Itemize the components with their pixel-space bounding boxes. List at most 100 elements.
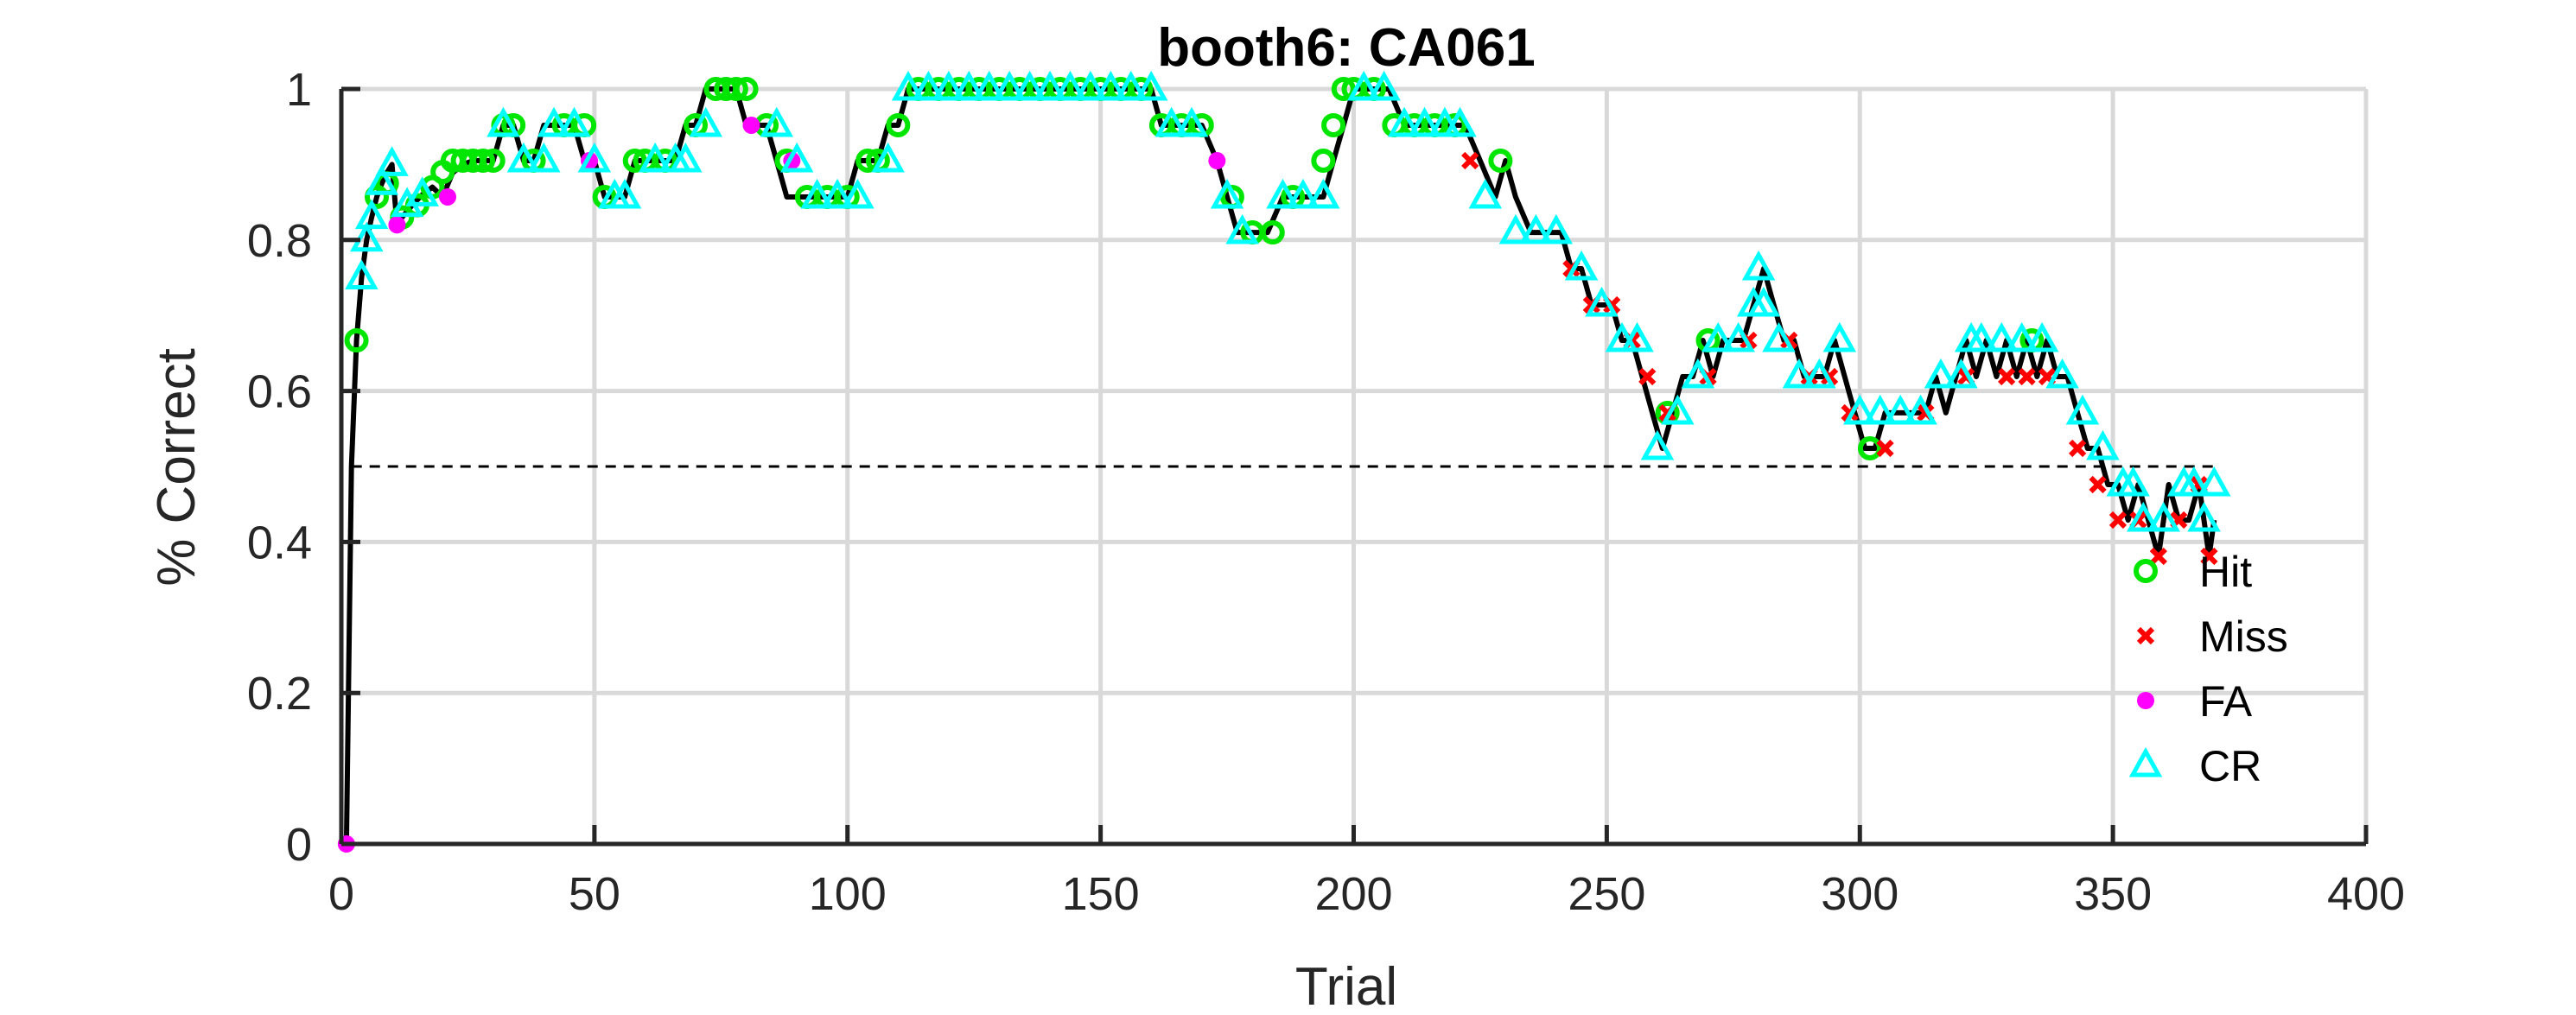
cr-marker xyxy=(952,70,986,101)
cr-marker xyxy=(2065,394,2100,425)
hit-marker xyxy=(1260,220,1285,245)
cr-marker xyxy=(1367,70,1401,101)
cr-marker xyxy=(1053,70,1087,101)
hit-marker xyxy=(480,149,506,174)
fa-marker xyxy=(388,216,406,234)
miss-marker xyxy=(2200,547,2218,566)
cr-marker xyxy=(345,259,378,289)
fa-marker xyxy=(1208,152,1226,170)
cr-marker xyxy=(1073,70,1108,101)
hit-marker xyxy=(855,149,881,174)
cr-marker xyxy=(1944,358,1978,389)
cr-marker xyxy=(871,142,905,173)
x-tick-label: 350 xyxy=(2074,868,2152,920)
legend-item-hit: Hit xyxy=(2134,548,2252,596)
tick-labels: 0 50 100 150 200 250 300 350 400 0 0.2 0.4 0.6 0.8 1 xyxy=(247,64,2405,920)
legend-marker-cr xyxy=(2128,746,2163,777)
hit-marker xyxy=(344,328,369,353)
cr-marker xyxy=(689,106,722,137)
miss-stroke xyxy=(1997,367,2016,386)
legend-item-miss: Miss xyxy=(2136,612,2288,661)
miss-stroke xyxy=(1638,367,1657,386)
cr-marker xyxy=(527,142,561,173)
cr-marker xyxy=(2127,501,2160,532)
cr-marker xyxy=(1539,213,1574,244)
cr-marker xyxy=(1210,178,1244,209)
cr-marker xyxy=(354,199,389,230)
cr-marker xyxy=(2198,466,2231,497)
cr-marker xyxy=(800,178,834,209)
cr-marker xyxy=(1094,70,1128,101)
cr-marker xyxy=(1681,358,1715,389)
legend-label-fa: FA xyxy=(2199,677,2253,726)
cr-marker xyxy=(1387,106,1422,137)
miss-marker xyxy=(2149,547,2167,566)
cr-marker xyxy=(1843,394,1877,425)
cr-marker xyxy=(2187,501,2221,532)
y-tick-label: 0.4 xyxy=(247,517,312,568)
hit-marker xyxy=(1331,77,1356,101)
miss-marker xyxy=(2018,367,2036,386)
cr-marker xyxy=(932,70,966,101)
cr-marker xyxy=(1640,429,1675,460)
cr-marker xyxy=(1225,213,1259,244)
series-cr xyxy=(345,70,2231,532)
cr-marker xyxy=(1266,178,1300,209)
miss-stroke xyxy=(2109,511,2128,530)
cr-marker xyxy=(2086,429,2120,460)
miss-stroke xyxy=(2200,547,2218,566)
cr-marker xyxy=(992,70,1027,101)
cr-marker xyxy=(2005,321,2039,352)
cr-marker xyxy=(1013,70,1046,101)
miss-stroke xyxy=(1917,403,1935,422)
x-tick-label: 250 xyxy=(1568,868,1645,920)
cr-marker xyxy=(1863,394,1897,425)
cr-marker xyxy=(557,106,591,137)
x-tick-label: 0 xyxy=(328,868,354,920)
cr-marker xyxy=(365,165,399,195)
cr-marker xyxy=(375,146,409,176)
hit-marker xyxy=(734,77,759,101)
cr-marker xyxy=(607,178,642,209)
cr-marker xyxy=(841,178,875,209)
hit-marker xyxy=(886,112,911,137)
cr-marker xyxy=(779,142,814,173)
y-tick-label: 0 xyxy=(286,819,312,871)
cr-marker xyxy=(1883,394,1918,425)
cr-marker xyxy=(1033,70,1067,101)
cr-marker xyxy=(1721,321,1755,352)
miss-stroke xyxy=(2149,547,2167,566)
miss-marker xyxy=(2089,475,2107,494)
x-tick-label: 100 xyxy=(809,868,887,920)
cr-marker xyxy=(972,70,1007,101)
cr-marker xyxy=(1803,358,1836,389)
x-tick-label: 400 xyxy=(2327,868,2405,920)
cr-marker xyxy=(2116,466,2150,497)
performance-line xyxy=(343,86,2217,845)
cr-marker xyxy=(1498,213,1533,244)
miss-stroke xyxy=(1957,367,1975,386)
cr-marker xyxy=(487,106,520,137)
cr-marker xyxy=(1904,394,1937,425)
fa-marker xyxy=(439,187,457,206)
cr-marker xyxy=(1746,286,1781,317)
cr-marker xyxy=(1762,321,1796,352)
cr-marker xyxy=(1307,178,1340,209)
miss-marker xyxy=(2069,439,2087,458)
y-tick-label: 1 xyxy=(286,64,312,116)
y-tick-label: 0.6 xyxy=(247,366,312,418)
miss-marker xyxy=(1461,151,1479,170)
cr-marker xyxy=(577,142,612,173)
cr-marker xyxy=(1782,358,1816,389)
cr-marker xyxy=(1564,250,1599,281)
miss-marker xyxy=(1638,367,1657,386)
cr-marker xyxy=(1114,70,1148,101)
hit-marker xyxy=(1488,149,1513,174)
performance-curve xyxy=(343,86,2217,845)
hit-marker xyxy=(471,149,496,174)
cr-marker xyxy=(506,142,541,173)
cr-marker xyxy=(1924,358,1958,389)
cr-marker xyxy=(1701,321,1735,352)
